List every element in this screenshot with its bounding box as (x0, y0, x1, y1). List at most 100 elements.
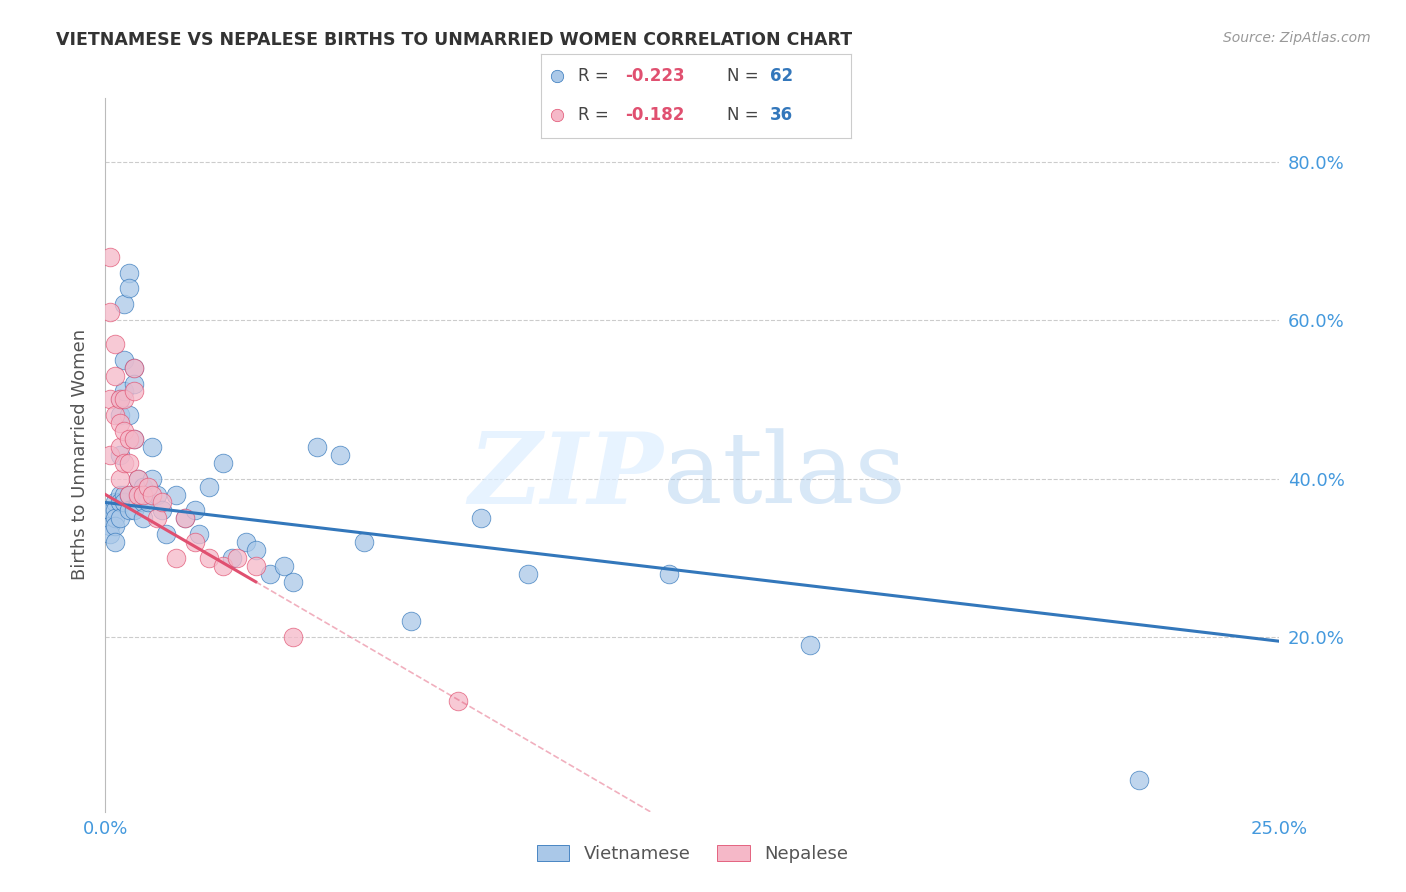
Point (108, 392, 131, 407)
Point (127, 495, 149, 509)
Point (118, 432, 141, 446)
Point (108, 440, 131, 454)
Point (108, 487, 131, 501)
Point (122, 432, 145, 446)
Point (136, 480, 159, 494)
Point (245, 543, 267, 558)
Text: R =: R = (578, 106, 614, 124)
Text: ZIP: ZIP (468, 428, 664, 524)
Point (155, 527, 177, 541)
Point (174, 511, 197, 525)
Point (150, 503, 173, 517)
Point (165, 551, 187, 566)
Point (108, 392, 131, 407)
Point (283, 574, 305, 589)
Point (259, 566, 281, 581)
Point (108, 448, 131, 462)
Point (127, 487, 149, 501)
Point (98, 519, 121, 533)
Point (127, 487, 149, 501)
Point (546, 70, 568, 84)
Point (799, 638, 821, 652)
Point (112, 456, 135, 470)
Text: 36: 36 (770, 106, 793, 124)
Point (122, 360, 145, 375)
Point (353, 535, 375, 549)
Point (546, 108, 568, 122)
Point (98, 527, 121, 541)
Point (132, 511, 155, 525)
Point (112, 495, 135, 509)
Text: 62: 62 (770, 68, 793, 86)
Point (446, 694, 468, 708)
Point (132, 487, 155, 501)
Point (118, 456, 141, 470)
Point (245, 558, 267, 573)
Point (122, 503, 145, 517)
Point (226, 551, 249, 566)
Point (108, 511, 131, 525)
Text: -0.223: -0.223 (624, 68, 685, 86)
Point (150, 495, 173, 509)
Point (108, 472, 131, 486)
Point (211, 558, 233, 573)
Text: N =: N = (727, 68, 763, 86)
Point (283, 630, 305, 644)
Point (98, 503, 121, 517)
Point (104, 535, 127, 549)
Text: atlas: atlas (664, 428, 905, 524)
Point (1128, 772, 1150, 787)
Point (122, 432, 145, 446)
Point (112, 424, 135, 438)
Text: N =: N = (727, 106, 763, 124)
Point (141, 487, 163, 501)
Point (141, 472, 163, 486)
Point (122, 360, 145, 375)
Text: VIETNAMESE VS NEPALESE BIRTHS TO UNMARRIED WOMEN CORRELATION CHART: VIETNAMESE VS NEPALESE BIRTHS TO UNMARRI… (56, 31, 852, 49)
Point (146, 487, 169, 501)
Point (104, 368, 127, 383)
Point (104, 519, 127, 533)
Point (98, 305, 121, 319)
Point (104, 495, 127, 509)
Point (104, 409, 127, 423)
Point (132, 480, 155, 494)
Point (118, 409, 141, 423)
Point (197, 551, 219, 566)
Point (305, 440, 328, 454)
Point (136, 495, 159, 509)
Point (221, 551, 243, 566)
Point (517, 566, 540, 581)
Point (112, 392, 135, 407)
Point (112, 297, 135, 311)
Point (183, 503, 205, 517)
Point (127, 472, 149, 486)
Point (108, 495, 131, 509)
Point (98, 392, 121, 407)
Point (112, 487, 135, 501)
Legend: Vietnamese, Nepalese: Vietnamese, Nepalese (529, 838, 856, 871)
Point (165, 487, 187, 501)
Point (118, 487, 141, 501)
Point (112, 352, 135, 367)
Text: Source: ZipAtlas.com: Source: ZipAtlas.com (1223, 31, 1371, 45)
Point (329, 448, 352, 462)
Point (174, 511, 197, 525)
Point (98, 448, 121, 462)
Point (118, 266, 141, 280)
Point (141, 440, 163, 454)
Point (197, 480, 219, 494)
Point (104, 503, 127, 517)
Point (104, 337, 127, 351)
Point (146, 511, 169, 525)
Point (211, 456, 233, 470)
Point (122, 384, 145, 399)
Y-axis label: Births to Unmarried Women: Births to Unmarried Women (72, 329, 90, 581)
Point (235, 535, 257, 549)
Point (127, 472, 149, 486)
Point (118, 281, 141, 295)
Point (273, 558, 295, 573)
Point (118, 503, 141, 517)
Point (112, 384, 135, 399)
Point (183, 535, 205, 549)
